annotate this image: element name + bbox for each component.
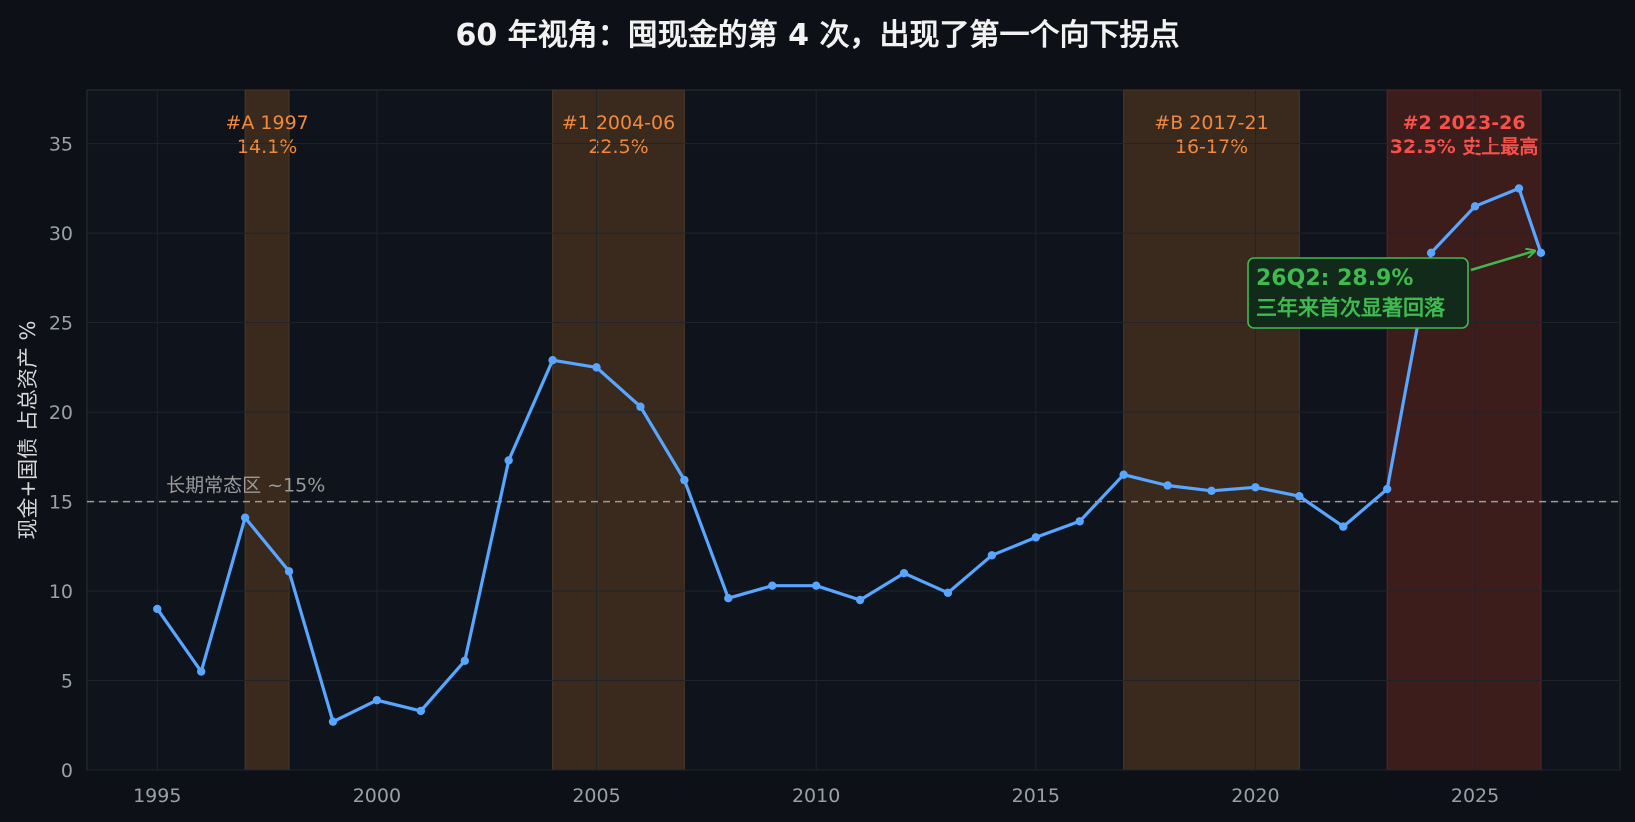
data-point-9 — [548, 356, 557, 365]
band-value-0: 14.1% — [237, 136, 297, 158]
y-tick-label-0: 0 — [61, 760, 73, 782]
data-point-26 — [1295, 492, 1304, 501]
data-point-25 — [1251, 483, 1260, 492]
series-layer — [153, 184, 1546, 726]
reference-line-label: 长期常态区 ~15% — [166, 475, 325, 497]
reference-layer: 长期常态区 ~15% — [87, 475, 1620, 503]
data-point-0 — [153, 604, 162, 614]
band-1 — [552, 89, 685, 771]
y-axis-label: 现金+国债 占总资产 % — [16, 321, 40, 540]
data-point-1 — [197, 667, 206, 676]
annotation-arrow — [1470, 251, 1535, 272]
data-point-14 — [768, 581, 777, 590]
data-point-29 — [1426, 248, 1436, 258]
data-point-27 — [1339, 522, 1348, 531]
data-point-30 — [1470, 202, 1480, 211]
axis-layer: 1995 2000 2005 2010 2015 2020 2025051015202530… — [49, 134, 1499, 807]
x-tick-label-5: 2020 — [1231, 785, 1279, 807]
band-value-1: 22.5% — [588, 136, 648, 158]
annotation-line-2: 三年来首次显著回落 — [1256, 296, 1446, 320]
band-0 — [244, 89, 290, 771]
band-value-2: 16-17% — [1175, 136, 1248, 158]
x-tick-label-3: 2010 — [792, 785, 840, 807]
band-2 — [1123, 89, 1300, 771]
band-value-3: 32.5% 史上最高 — [1390, 135, 1539, 158]
data-point-22 — [1119, 470, 1128, 479]
band-label-0: #A 1997 — [225, 112, 308, 134]
data-point-18 — [943, 588, 953, 598]
data-point-24 — [1207, 486, 1216, 496]
data-point-13 — [724, 594, 733, 603]
data-point-28 — [1382, 484, 1392, 494]
data-point-4 — [328, 717, 338, 726]
data-point-10 — [592, 363, 601, 372]
band-label-2: #B 2017-21 — [1154, 112, 1268, 134]
data-point-21 — [1075, 517, 1084, 526]
y-tick-label-7: 35 — [49, 134, 73, 156]
x-tick-label-2: 2005 — [572, 785, 620, 807]
y-tick-label-5: 25 — [49, 313, 73, 335]
data-point-19 — [987, 551, 997, 560]
data-point-8 — [504, 456, 513, 465]
annotation-layer: 26Q2: 28.9% 三年来首次显著回落 — [1247, 251, 1535, 329]
data-point-5 — [372, 696, 382, 705]
x-tick-label-0: 1995 — [133, 785, 181, 807]
y-tick-label-1: 5 — [61, 671, 73, 693]
data-point-2 — [240, 513, 250, 522]
data-point-16 — [855, 595, 865, 605]
y-tick-label-4: 20 — [49, 402, 73, 424]
chart-title: 60 年视角：囤现金的第 4 次，出现了第一个向下拐点 — [455, 18, 1180, 53]
band-3 — [1386, 89, 1542, 771]
data-point-15 — [811, 581, 821, 590]
data-point-6 — [416, 706, 426, 716]
annotation-box — [1247, 257, 1469, 329]
x-tick-label-4: 2015 — [1012, 785, 1060, 807]
data-point-12 — [680, 475, 689, 485]
data-point-11 — [636, 402, 645, 411]
x-tick-label-6: 2025 — [1451, 785, 1499, 807]
data-point-7 — [460, 656, 469, 666]
annotation-line-1: 26Q2: 28.9% — [1256, 266, 1413, 291]
data-point-20 — [1031, 533, 1040, 542]
data-point-31 — [1514, 184, 1524, 193]
band-label-1: #1 2004-06 — [562, 112, 675, 134]
grid-layer — [87, 90, 1620, 771]
x-tick-label-1: 2000 — [353, 785, 401, 807]
y-tick-label-3: 15 — [49, 492, 73, 514]
data-point-17 — [899, 568, 909, 578]
band-label-3: #2 2023-26 — [1403, 112, 1526, 134]
y-tick-label-2: 10 — [49, 581, 73, 603]
data-point-32 — [1536, 248, 1546, 258]
data-point-23 — [1163, 481, 1172, 490]
y-tick-label-6: 30 — [49, 223, 73, 245]
data-point-3 — [284, 567, 294, 576]
plot-area — [86, 89, 1621, 771]
